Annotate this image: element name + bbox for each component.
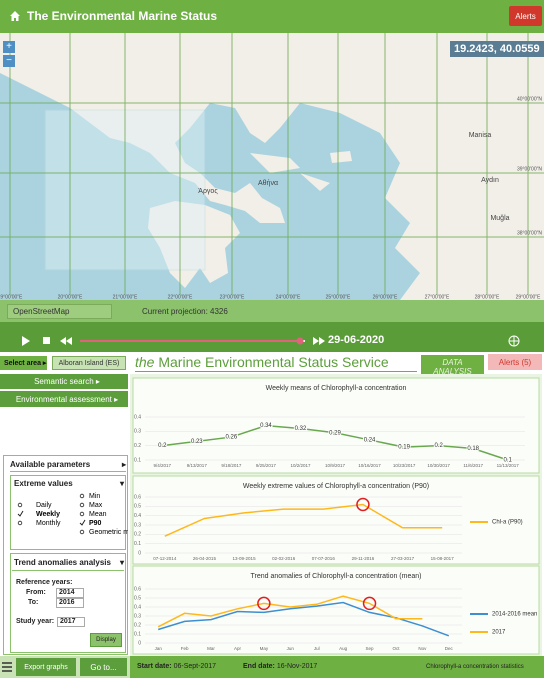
extreme-values[interactable]: Extreme values ▾: [14, 479, 124, 488]
projection: Current projection: 4326: [142, 307, 228, 316]
longitude-label: 26°00'00"E: [373, 294, 398, 300]
statistic-option: P90: [89, 520, 102, 527]
display-button[interactable]: Display: [90, 633, 122, 647]
value: 06-Sept-2017: [173, 663, 216, 670]
longitude-label: 28°00'00"E: [475, 294, 500, 300]
radio: [17, 502, 23, 508]
label: Select area: [4, 359, 41, 367]
value: 16-Nov-2017: [276, 663, 318, 670]
latitude-label: 38°00'00"N: [517, 230, 542, 236]
layer-bar: OpenStreetMap Current projection: 4326: [0, 300, 544, 322]
alerts-tab[interactable]: Alerts (5): [488, 354, 542, 370]
area-tab[interactable]: Alboran Island (ES): [52, 356, 126, 370]
check-mark: [79, 519, 86, 526]
latitude-label: 40°00'00"N: [517, 96, 542, 102]
zoom-in[interactable]: +: [3, 41, 15, 53]
label: Trend anomalies analysis: [14, 558, 111, 567]
semantic-search-button[interactable]: Semantic search ▸: [0, 374, 128, 389]
label: Start date:: [137, 663, 172, 670]
play-button[interactable]: [22, 336, 30, 346]
caption: Chlorophyll-a concentration statistics: [426, 664, 524, 670]
home-icon[interactable]: [9, 10, 21, 22]
statistic-option: Mean: [89, 511, 107, 518]
start-date: Start date: 06-Sept-2017: [137, 663, 216, 670]
longitude-label: 19°00'00"E: [0, 294, 23, 300]
list-icon[interactable]: [2, 662, 12, 672]
app-title: The Environmental Marine Status: [27, 9, 218, 23]
service-title: the Marine Environmental Status Service: [135, 354, 417, 372]
player-date: 29-06-2020: [328, 334, 385, 346]
footer: Export graphs Go to... Start date: 06-Se…: [0, 656, 544, 678]
extreme-values-box: [10, 475, 126, 550]
select-area-button[interactable]: Select area ▸: [0, 356, 47, 370]
place-label: Άργος: [198, 188, 218, 195]
charts-panel: [130, 374, 542, 656]
radio: [79, 502, 85, 508]
stop-button[interactable]: [43, 337, 50, 344]
trend-anomalies[interactable]: Trend anomalies analysis ▾: [14, 558, 124, 567]
goto-button[interactable]: Go to...: [80, 658, 127, 676]
radio: [79, 493, 85, 499]
slider-knob[interactable]: [296, 337, 304, 345]
radio: [17, 520, 23, 526]
alerts-button[interactable]: Alerts: [509, 6, 542, 26]
check-mark: [17, 510, 24, 517]
rewind-button[interactable]: [60, 337, 72, 345]
frequency-option: Weekly: [36, 511, 60, 518]
coordinates: 19.2423, 40.0559: [450, 41, 544, 57]
longitude-label: 23°00'00"E: [220, 294, 245, 300]
export-button[interactable]: Export graphs: [16, 658, 76, 676]
label: Available parameters: [10, 460, 91, 469]
to-label: To:: [28, 599, 39, 606]
to-select[interactable]: 2016: [56, 598, 84, 608]
trend-box: [10, 553, 126, 653]
slider-progress: [80, 340, 300, 342]
place-label: Aydın: [481, 177, 499, 184]
place-label: Αθήνα: [258, 180, 278, 187]
radio: [79, 529, 85, 535]
forward-button[interactable]: [313, 337, 325, 345]
longitude-label: 29°00'00"E: [516, 294, 541, 300]
from-select[interactable]: 2014: [56, 588, 84, 598]
player: 29-06-2020: [0, 322, 544, 352]
longitude-label: 25°00'00"E: [326, 294, 351, 300]
place-label: Manisa: [469, 132, 492, 139]
service-title-em: the: [135, 354, 155, 370]
available-parameters[interactable]: Available parameters ▸: [10, 458, 126, 472]
statistic-option: Min: [89, 493, 100, 500]
longitude-label: 22°00'00"E: [168, 294, 193, 300]
statistic-option: Geometric mean: [89, 529, 128, 536]
options: Daily Weekly Monthly Min Max Mean P90 Geometric…: [17, 493, 128, 536]
study-label: Study year:: [16, 618, 55, 625]
label: End date:: [243, 663, 275, 670]
from-label: From:: [26, 589, 46, 596]
parameter-panel: [3, 455, 128, 655]
map[interactable]: 19°00'00"E 20°00'00"E 21°00'00"E 22°00'00"E…: [0, 33, 544, 300]
label: Environmental assessment: [15, 394, 112, 404]
longitude-label: 24°00'00"E: [276, 294, 301, 300]
frequency-option: Daily: [36, 502, 52, 509]
zoom-out[interactable]: −: [3, 55, 15, 67]
label: Semantic search: [34, 377, 94, 386]
longitude-label: 27°00'00"E: [425, 294, 450, 300]
frequency-option: Monthly: [36, 520, 61, 527]
statistic-option: Max: [89, 502, 103, 509]
player-controls: [22, 335, 520, 347]
label: Extreme values: [14, 479, 73, 488]
place-label: Muğla: [490, 215, 509, 222]
environmental-assessment-button[interactable]: Environmental assessment ▸: [0, 391, 128, 407]
radio: [79, 511, 85, 517]
longitude-label: 21°00'00"E: [113, 294, 138, 300]
longitude-label: 20°00'00"E: [58, 294, 83, 300]
layer-select[interactable]: OpenStreetMap: [7, 304, 112, 319]
latitude-label: 39°00'00"N: [517, 166, 542, 172]
data-analysis-tab[interactable]: DATA ANALYSIS: [420, 354, 485, 376]
header: The Environmental Marine Status Alerts: [0, 0, 544, 33]
service-title-text: Marine Environmental Status Service: [158, 354, 389, 370]
end-date: End date: 16-Nov-2017: [243, 663, 317, 670]
study-select[interactable]: 2017: [57, 617, 85, 627]
reference-years: Reference years:: [16, 579, 73, 586]
